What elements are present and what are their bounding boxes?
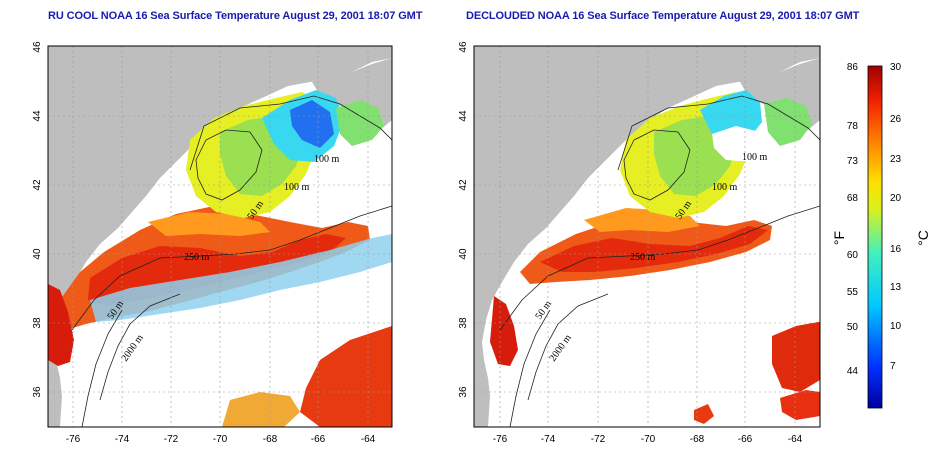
map-grid — [48, 46, 392, 427]
y-tick-label: 36 — [458, 386, 469, 398]
contour-label: 100 m — [712, 182, 738, 193]
fahrenheit-tick-label: 73 — [847, 156, 859, 167]
y-axis-left: 46 44 42 40 38 36 — [32, 41, 43, 398]
x-tick-label: -68 — [690, 434, 705, 445]
contour-50m — [195, 129, 263, 201]
y-tick-label: 42 — [32, 179, 43, 191]
y-tick-label: 40 — [32, 248, 43, 260]
x-tick-label: -72 — [164, 434, 179, 445]
sst-coast-red — [48, 284, 74, 366]
x-tick-label: -74 — [115, 434, 130, 445]
sst-south-east-patch — [780, 390, 820, 420]
sst-orange-strip — [148, 212, 270, 236]
celsius-tick-label: 13 — [890, 282, 902, 293]
y-tick-label: 38 — [458, 317, 469, 329]
contour-label: 100 m — [314, 154, 340, 165]
y-tick-label: 36 — [32, 386, 43, 398]
x-tick-label: -64 — [361, 434, 376, 445]
celsius-tick-label: 10 — [890, 321, 902, 332]
x-tick-label: -68 — [263, 434, 278, 445]
contour-shelf-inner — [509, 309, 551, 427]
y-tick-label: 38 — [32, 317, 43, 329]
x-tick-label: -72 — [591, 434, 606, 445]
contour-100m — [189, 95, 392, 171]
fahrenheit-tick-label: 55 — [847, 287, 859, 298]
colorbar-gradient — [867, 65, 883, 409]
map-grid — [474, 46, 820, 427]
sst-south-east-warm — [772, 322, 820, 392]
map-left: 100 m 100 m 50 m 250 m 50 m 2000 m — [48, 46, 392, 427]
fahrenheit-tick-label: 60 — [847, 250, 859, 261]
map-title-left: RU COOL NOAA 16 Sea Surface Temperature … — [48, 10, 423, 22]
sst-south-patches — [222, 392, 300, 427]
fahrenheit-tick-label: 50 — [847, 322, 859, 333]
contour-100m — [617, 95, 820, 171]
sst-south-patch — [694, 404, 714, 424]
land-mass — [474, 46, 820, 427]
contour-250m — [71, 205, 392, 331]
sst-blue-cold — [290, 100, 334, 148]
celsius-tick-label: 23 — [890, 154, 902, 165]
celsius-tick-label: 20 — [890, 193, 902, 204]
celsius-tick-label: 7 — [890, 361, 896, 372]
y-tick-label: 46 — [458, 41, 469, 53]
contour-label: 100 m — [742, 152, 768, 163]
y-tick-label: 42 — [458, 179, 469, 191]
contour-shelf-inner — [81, 309, 123, 427]
fahrenheit-unit-label: °F — [831, 231, 847, 245]
x-tick-label: -66 — [311, 434, 326, 445]
contour-label: 100 m — [284, 182, 310, 193]
celsius-ticks: 30 26 23 20 16 13 10 7 — [890, 62, 902, 372]
cloud-gap — [712, 126, 770, 162]
land-mass — [48, 46, 392, 427]
y-tick-label: 46 — [32, 41, 43, 53]
x-axis-right: -76 -74 -72 -70 -68 -66 -64 — [493, 434, 803, 445]
map-title-right: DECLOUDED NOAA 16 Sea Surface Temperatur… — [466, 10, 860, 22]
contour-label: 250 m — [630, 252, 656, 263]
sst-green-east — [764, 98, 812, 146]
x-axis-left: -76 -74 -72 -70 -68 -66 -64 — [66, 434, 376, 445]
colorbar: 86 78 73 68 60 55 50 44 30 26 23 20 16 1… — [831, 62, 931, 409]
x-tick-label: -70 — [213, 434, 228, 445]
map-frame-left — [47, 45, 393, 428]
celsius-unit-label: °C — [915, 230, 931, 246]
fahrenheit-tick-label: 68 — [847, 193, 859, 204]
fahrenheit-tick-label: 86 — [847, 62, 859, 73]
contour-2000m — [99, 293, 181, 401]
map-right: 100 m 100 m 50 m 250 m 50 m 2000 m — [474, 46, 820, 427]
fahrenheit-tick-label: 44 — [847, 366, 859, 377]
sst-coast-red — [490, 296, 518, 366]
contour-2000m — [527, 293, 609, 401]
sst-south-east-warm — [300, 326, 392, 427]
celsius-tick-label: 30 — [890, 62, 902, 73]
x-tick-label: -64 — [788, 434, 803, 445]
fahrenheit-tick-label: 78 — [847, 121, 859, 132]
y-tick-label: 44 — [458, 110, 469, 122]
y-tick-label: 40 — [458, 248, 469, 260]
celsius-tick-label: 16 — [890, 244, 902, 255]
celsius-tick-label: 26 — [890, 114, 902, 125]
y-axis-right: 46 44 42 40 38 36 — [458, 41, 469, 398]
x-tick-label: -66 — [738, 434, 753, 445]
x-tick-label: -76 — [66, 434, 81, 445]
sst-hot-core — [540, 226, 768, 272]
contour-50m — [623, 129, 691, 201]
x-tick-label: -76 — [493, 434, 508, 445]
y-tick-label: 44 — [32, 110, 43, 122]
x-tick-label: -70 — [641, 434, 656, 445]
x-tick-label: -74 — [541, 434, 556, 445]
fahrenheit-ticks: 86 78 73 68 60 55 50 44 — [847, 62, 859, 377]
sst-green-east — [336, 100, 384, 146]
map-frame-right — [473, 45, 821, 428]
contour-label: 250 m — [184, 252, 210, 263]
